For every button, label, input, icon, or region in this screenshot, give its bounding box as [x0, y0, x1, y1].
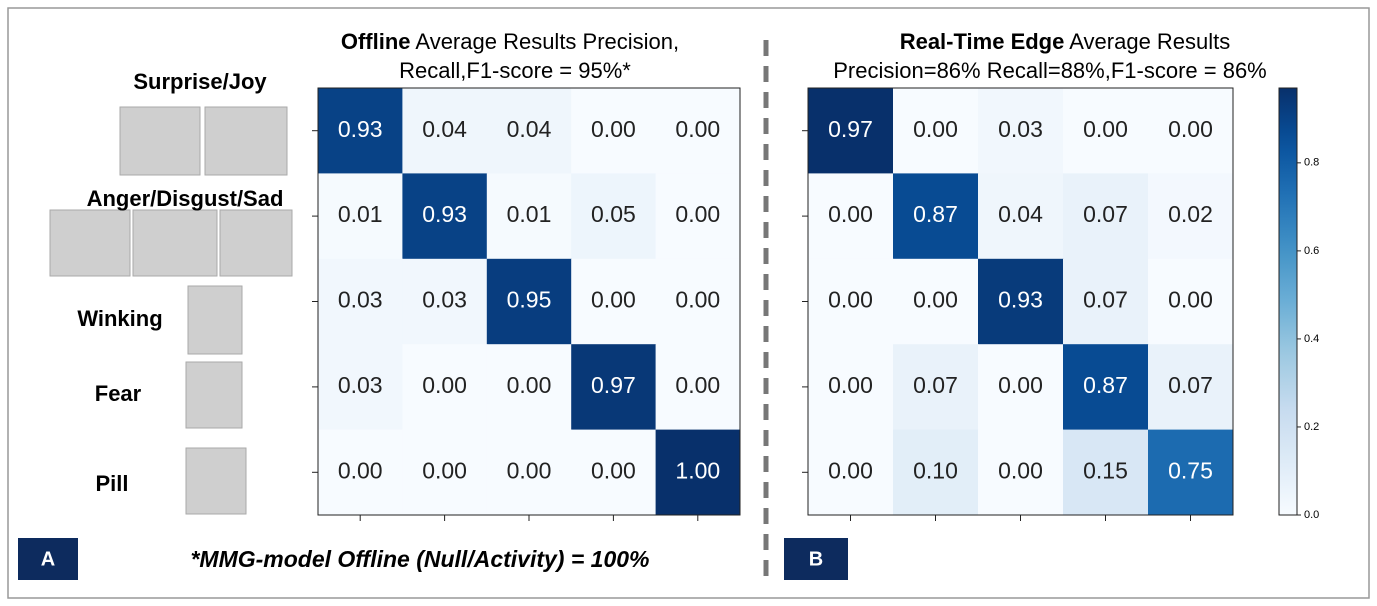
cell-label: 0.95 — [507, 287, 552, 313]
cell-label: 0.00 — [591, 457, 636, 483]
footnote: *MMG-model Offline (Null/Activity) = 100… — [190, 546, 649, 572]
face — [133, 210, 217, 276]
cell-label: 0.04 — [998, 201, 1043, 227]
cell-label: 0.07 — [1083, 201, 1128, 227]
colorbar — [1279, 88, 1297, 515]
cell-label: 0.03 — [338, 287, 383, 313]
cell-label: 0.04 — [507, 116, 552, 142]
colorbar-tick-label: 0.2 — [1304, 421, 1319, 433]
cell-label: 1.00 — [675, 457, 720, 483]
cell-label: 0.00 — [507, 457, 552, 483]
row-label: Surprise/Joy — [133, 69, 267, 94]
cell-label: 0.00 — [675, 287, 720, 313]
cell-label: 0.04 — [422, 116, 467, 142]
face — [205, 107, 287, 175]
cell-label: 0.03 — [338, 372, 383, 398]
cell-label: 0.87 — [1083, 372, 1128, 398]
title-bold: Offline — [341, 29, 411, 54]
face — [186, 448, 246, 514]
face — [186, 362, 242, 428]
cell-label: 0.97 — [828, 116, 873, 142]
cell-label: 0.93 — [422, 201, 467, 227]
row-label: Pill — [95, 471, 128, 496]
cell-label: 0.00 — [1083, 116, 1128, 142]
cell-label: 0.00 — [1168, 287, 1213, 313]
cell-label: 0.93 — [998, 287, 1043, 313]
title: Average Results Precision, — [415, 29, 679, 54]
face — [50, 210, 130, 276]
cell-label: 0.00 — [913, 116, 958, 142]
cell-label: 0.15 — [1083, 457, 1128, 483]
row-label: Fear — [95, 381, 142, 406]
cell-label: 0.00 — [998, 457, 1043, 483]
cell-label: 0.00 — [828, 201, 873, 227]
face — [188, 286, 242, 354]
cell-label: 0.00 — [998, 372, 1043, 398]
cell-label: 0.00 — [675, 372, 720, 398]
page: {"chart_data": [ {"type": "heatmap", "ti… — [0, 0, 1377, 606]
title-bold: Real-Time Edge — [900, 29, 1065, 54]
colorbar-tick-label: 0.0 — [1304, 509, 1319, 521]
cell-label: 0.00 — [913, 287, 958, 313]
cell-label: 0.00 — [675, 116, 720, 142]
panel-label: A — [41, 548, 55, 570]
cell-label: 0.00 — [828, 457, 873, 483]
cell-label: 0.01 — [338, 201, 383, 227]
cell-label: 0.07 — [1083, 287, 1128, 313]
cell-label: 0.00 — [675, 201, 720, 227]
cell-label: 0.00 — [1168, 116, 1213, 142]
cell-label: 0.00 — [591, 116, 636, 142]
subtitle: Recall,F1-score = 95%* — [399, 58, 631, 83]
colorbar-tick-label: 0.4 — [1304, 333, 1319, 345]
cell-label: 0.00 — [422, 457, 467, 483]
cell-label: 0.05 — [591, 201, 636, 227]
title-a: Offline Average Results Precision, — [341, 29, 679, 54]
cell-label: 0.00 — [828, 287, 873, 313]
cell-label: 0.02 — [1168, 201, 1213, 227]
cell-label: 0.10 — [913, 457, 958, 483]
cell-label: 0.07 — [913, 372, 958, 398]
cell-label: 0.75 — [1168, 457, 1213, 483]
cell-label: 0.00 — [338, 457, 383, 483]
figure: Offline Average Results Precision, Recal… — [0, 0, 1377, 606]
row-label: Winking — [77, 306, 162, 331]
cell-label: 0.87 — [913, 201, 958, 227]
row-label: Anger/Disgust/Sad — [87, 186, 284, 211]
title: Average Results — [1069, 29, 1230, 54]
cell-label: 0.00 — [828, 372, 873, 398]
cell-label: 0.00 — [591, 287, 636, 313]
colorbar-tick-label: 0.8 — [1304, 157, 1319, 169]
cell-label: 0.03 — [998, 116, 1043, 142]
cell-label: 0.01 — [507, 201, 552, 227]
cell-label: 0.93 — [338, 116, 383, 142]
title-b: Real-Time Edge Average Results — [900, 29, 1231, 54]
cell-label: 0.00 — [507, 372, 552, 398]
cell-label: 0.03 — [422, 287, 467, 313]
cell-label: 0.97 — [591, 372, 636, 398]
subtitle: Precision=86% Recall=88%,F1-score = 86% — [833, 58, 1267, 83]
cell-label: 0.07 — [1168, 372, 1213, 398]
face — [220, 210, 292, 276]
cell-label: 0.00 — [422, 372, 467, 398]
face — [120, 107, 200, 175]
colorbar-tick-label: 0.6 — [1304, 245, 1319, 257]
panel-label: B — [809, 548, 823, 570]
